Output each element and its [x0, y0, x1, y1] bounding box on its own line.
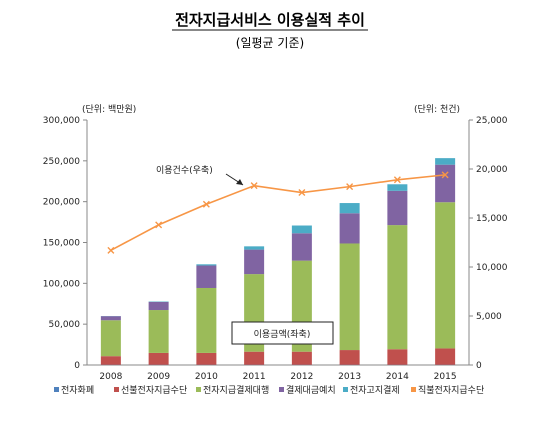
x-tick-label: 2014	[386, 372, 409, 382]
bar-segment	[339, 243, 360, 351]
legend-swatch	[411, 387, 416, 392]
bar-segment	[435, 202, 456, 349]
legend-swatch	[114, 387, 119, 392]
line-point	[346, 183, 354, 191]
bar-series-annotation: 이용금액(좌축)	[254, 328, 311, 340]
right-tick-label: 20,000	[476, 165, 508, 175]
bar-segment	[148, 310, 169, 353]
legend-label: 전자지급결제대행	[203, 384, 269, 396]
bar-segment	[100, 320, 121, 357]
bar-segment	[291, 225, 312, 234]
bar-segment	[148, 352, 169, 365]
right-axis-unit: (단위: 천건)	[414, 104, 460, 115]
x-tick-label: 2013	[338, 372, 361, 382]
bar-segment	[196, 264, 217, 266]
line-point	[298, 189, 306, 197]
annotation-arrowhead	[236, 179, 243, 185]
bar-segment	[244, 249, 265, 275]
line-point	[441, 171, 449, 179]
left-tick-label: 100,000	[43, 279, 80, 289]
bar-segment	[339, 213, 360, 244]
bar-segment	[339, 203, 360, 214]
left-axis-unit: (단위: 백만원)	[82, 104, 136, 115]
plot-area: 0 50,000 100,000 150,000 200,000 250,000 300,0…	[43, 116, 508, 382]
right-tick-label: 5,000	[476, 312, 502, 322]
bar-segment	[435, 164, 456, 203]
legend-label: 직불전자지급수단	[418, 385, 484, 396]
legend-swatch	[196, 387, 201, 392]
right-tick-label: 25,000	[476, 116, 508, 126]
bar-segment	[196, 265, 217, 288]
left-tick-label: 0	[74, 361, 80, 371]
right-tick-label: 0	[476, 361, 482, 371]
legend-swatch	[343, 387, 348, 392]
bar-segment	[387, 190, 408, 226]
bar-segment	[244, 351, 265, 365]
left-tick-label: 200,000	[43, 198, 80, 208]
right-tick-label: 10,000	[476, 263, 508, 273]
left-tick-label: 50,000	[49, 320, 81, 330]
bar-segment	[196, 287, 217, 353]
bar-segment	[435, 158, 456, 165]
line-point	[250, 182, 258, 190]
bar-segment	[387, 184, 408, 191]
legend-swatch	[54, 387, 59, 392]
bar-segment	[148, 301, 169, 311]
left-tick-label: 250,000	[43, 157, 80, 167]
x-tick-label: 2009	[147, 372, 170, 382]
x-tick-label: 2012	[290, 372, 313, 382]
line-point	[107, 246, 115, 254]
bar-segment	[196, 352, 217, 365]
bar-segment	[387, 225, 408, 350]
x-tick-label: 2010	[195, 372, 218, 382]
bar-segment	[100, 356, 121, 365]
line-series	[110, 174, 446, 252]
bar-segment	[244, 246, 265, 250]
bar-annotation-box	[231, 321, 334, 345]
legend: 전자화폐 선불전자지급수단 전자지급결제대행 결제대금예치 전자고지결제 직불전자지급수단	[54, 384, 484, 396]
x-tick-label: 2011	[243, 372, 266, 382]
bar-segment	[387, 349, 408, 365]
x-tick-label: 2015	[434, 372, 457, 382]
bar-segment	[339, 350, 360, 365]
left-tick-label: 300,000	[43, 116, 80, 126]
line-point	[393, 176, 401, 184]
legend-label: 선불전자지급수단	[121, 385, 187, 396]
bar-segment	[291, 233, 312, 261]
bar-segment	[291, 351, 312, 365]
line-series-annotation: 이용건수(우축)	[156, 165, 213, 176]
left-tick-label: 150,000	[43, 239, 80, 249]
chart-title: 전자지급서비스 이용실적 추이	[175, 11, 365, 29]
chart-subtitle: (일평균 기준)	[236, 36, 304, 50]
line-point	[155, 221, 163, 229]
legend-label: 결제대금예치	[286, 384, 336, 396]
legend-label: 전자화폐	[61, 384, 94, 396]
legend-label: 전자고지결제	[350, 385, 400, 396]
legend-swatch	[279, 387, 284, 392]
bar-segment	[435, 348, 456, 365]
bar-segment	[100, 316, 121, 321]
right-tick-label: 15,000	[476, 214, 508, 224]
x-tick-label: 2008	[99, 372, 122, 382]
line-point	[202, 200, 210, 208]
